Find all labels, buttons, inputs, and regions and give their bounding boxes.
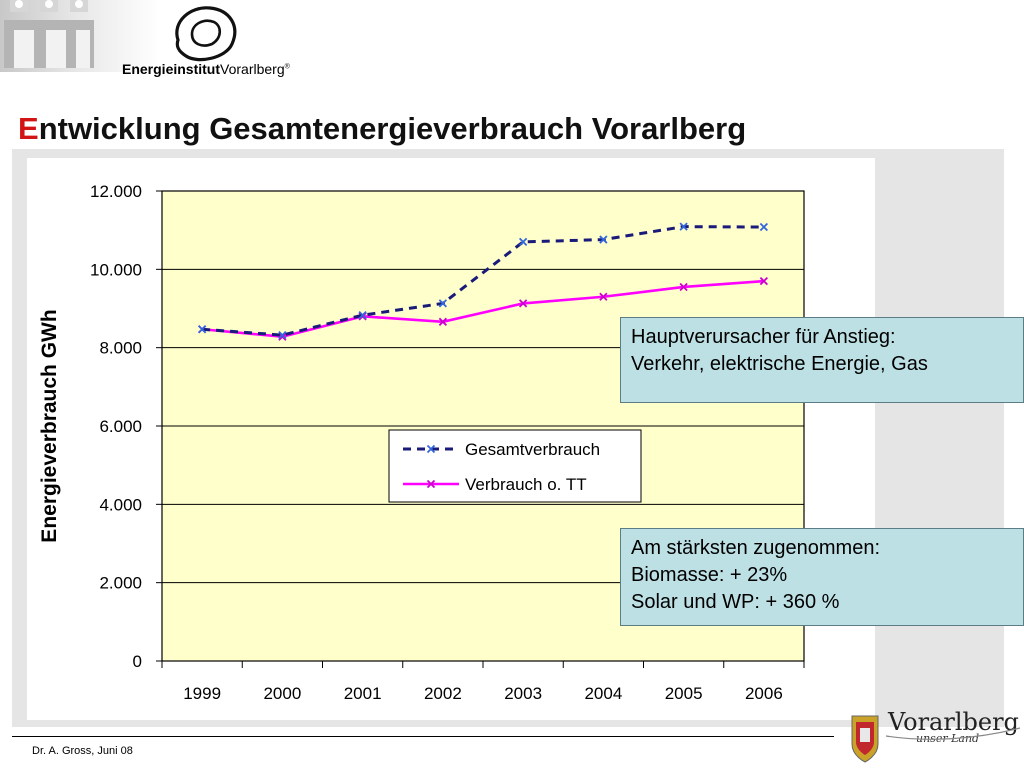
x-tick-label: 2003 [504, 684, 542, 703]
data-point [679, 282, 688, 292]
page-title: Entwicklung Gesamtenergieverbrauch Vorar… [18, 111, 746, 147]
x-tick-label: 2002 [424, 684, 462, 703]
data-point [358, 311, 367, 320]
institute-name: EnergieinstitutVorarlberg® [122, 61, 290, 77]
legend-marker [426, 444, 436, 454]
energieinstitut-mark-icon [175, 6, 237, 62]
legend-label: Verbrauch o. TT [465, 475, 587, 494]
data-point [599, 292, 608, 301]
x-tick-label: 2005 [665, 684, 703, 703]
footer-divider [12, 736, 834, 737]
page-title-initial: E [18, 111, 39, 146]
registered-mark: ® [284, 63, 290, 71]
chart-area: 0 2.000 4.000 6.000 8.000 10.000 12.000 1999 200… [27, 158, 875, 720]
institute-name-bold: Energieinstitut [122, 61, 221, 77]
y-tick-label: 6.000 [99, 417, 142, 436]
x-tick-label: 2006 [745, 684, 783, 703]
y-tick-label: 10.000 [90, 260, 142, 279]
data-point [599, 235, 608, 244]
note-line: Hauptverursacher für Anstieg: [631, 326, 896, 348]
note-strongest-growth: Am stärksten zugenommen: Biomasse: + 23%… [620, 528, 1024, 626]
data-point [438, 299, 448, 308]
data-point [518, 237, 528, 247]
y-tick-label: 8.000 [99, 339, 142, 358]
line-chart: 0 2.000 4.000 6.000 8.000 10.000 12.000 1999 200… [38, 182, 805, 703]
legend-marker [426, 479, 436, 489]
y-axis-label: Energieverbrauch GWh [38, 309, 61, 542]
castle-logo [0, 0, 160, 72]
data-point [759, 222, 769, 232]
note-main-drivers: Hauptverursacher für Anstieg: Verkehr, e… [620, 317, 1024, 403]
data-point [438, 317, 448, 326]
note-line: Biomasse: + 23% [631, 564, 788, 586]
page-title-rest: ntwicklung Gesamtenergieverbrauch Vorarl… [38, 111, 747, 146]
data-point [759, 276, 769, 286]
note-line: Verkehr, elektrische Energie, Gas [631, 353, 928, 375]
brand-name: Vorarlberg [888, 708, 1019, 736]
footer-author: Dr. A. Gross, Juni 08 [32, 745, 133, 757]
data-point [278, 330, 287, 340]
y-tick-label: 4.000 [99, 495, 142, 514]
y-tick-label: 12.000 [90, 182, 142, 201]
y-tick-label: 2.000 [99, 574, 142, 593]
y-tick-label: 0 [133, 652, 142, 671]
note-line: Am stärksten zugenommen: [631, 537, 880, 559]
legend-label: Gesamtverbrauch [465, 440, 600, 459]
data-point [278, 332, 287, 341]
data-point [518, 299, 528, 308]
series-line-verbrauch-o-tt [202, 279, 764, 339]
x-tick-label: 1999 [183, 684, 221, 703]
data-point [197, 325, 207, 334]
brand-swoosh-icon [885, 727, 1021, 740]
x-tick-label: 2000 [263, 684, 301, 703]
legend [388, 429, 642, 503]
institute-name-rest: Vorarlberg [220, 61, 285, 77]
x-tick-label: 2004 [584, 684, 622, 703]
vorarlberg-coat-of-arms-icon [851, 715, 879, 763]
series-line-gesamtverbrauch [202, 225, 764, 337]
x-tick-label: 2001 [344, 684, 382, 703]
note-line: Solar und WP: + 360 % [631, 591, 840, 613]
data-point [679, 222, 688, 231]
